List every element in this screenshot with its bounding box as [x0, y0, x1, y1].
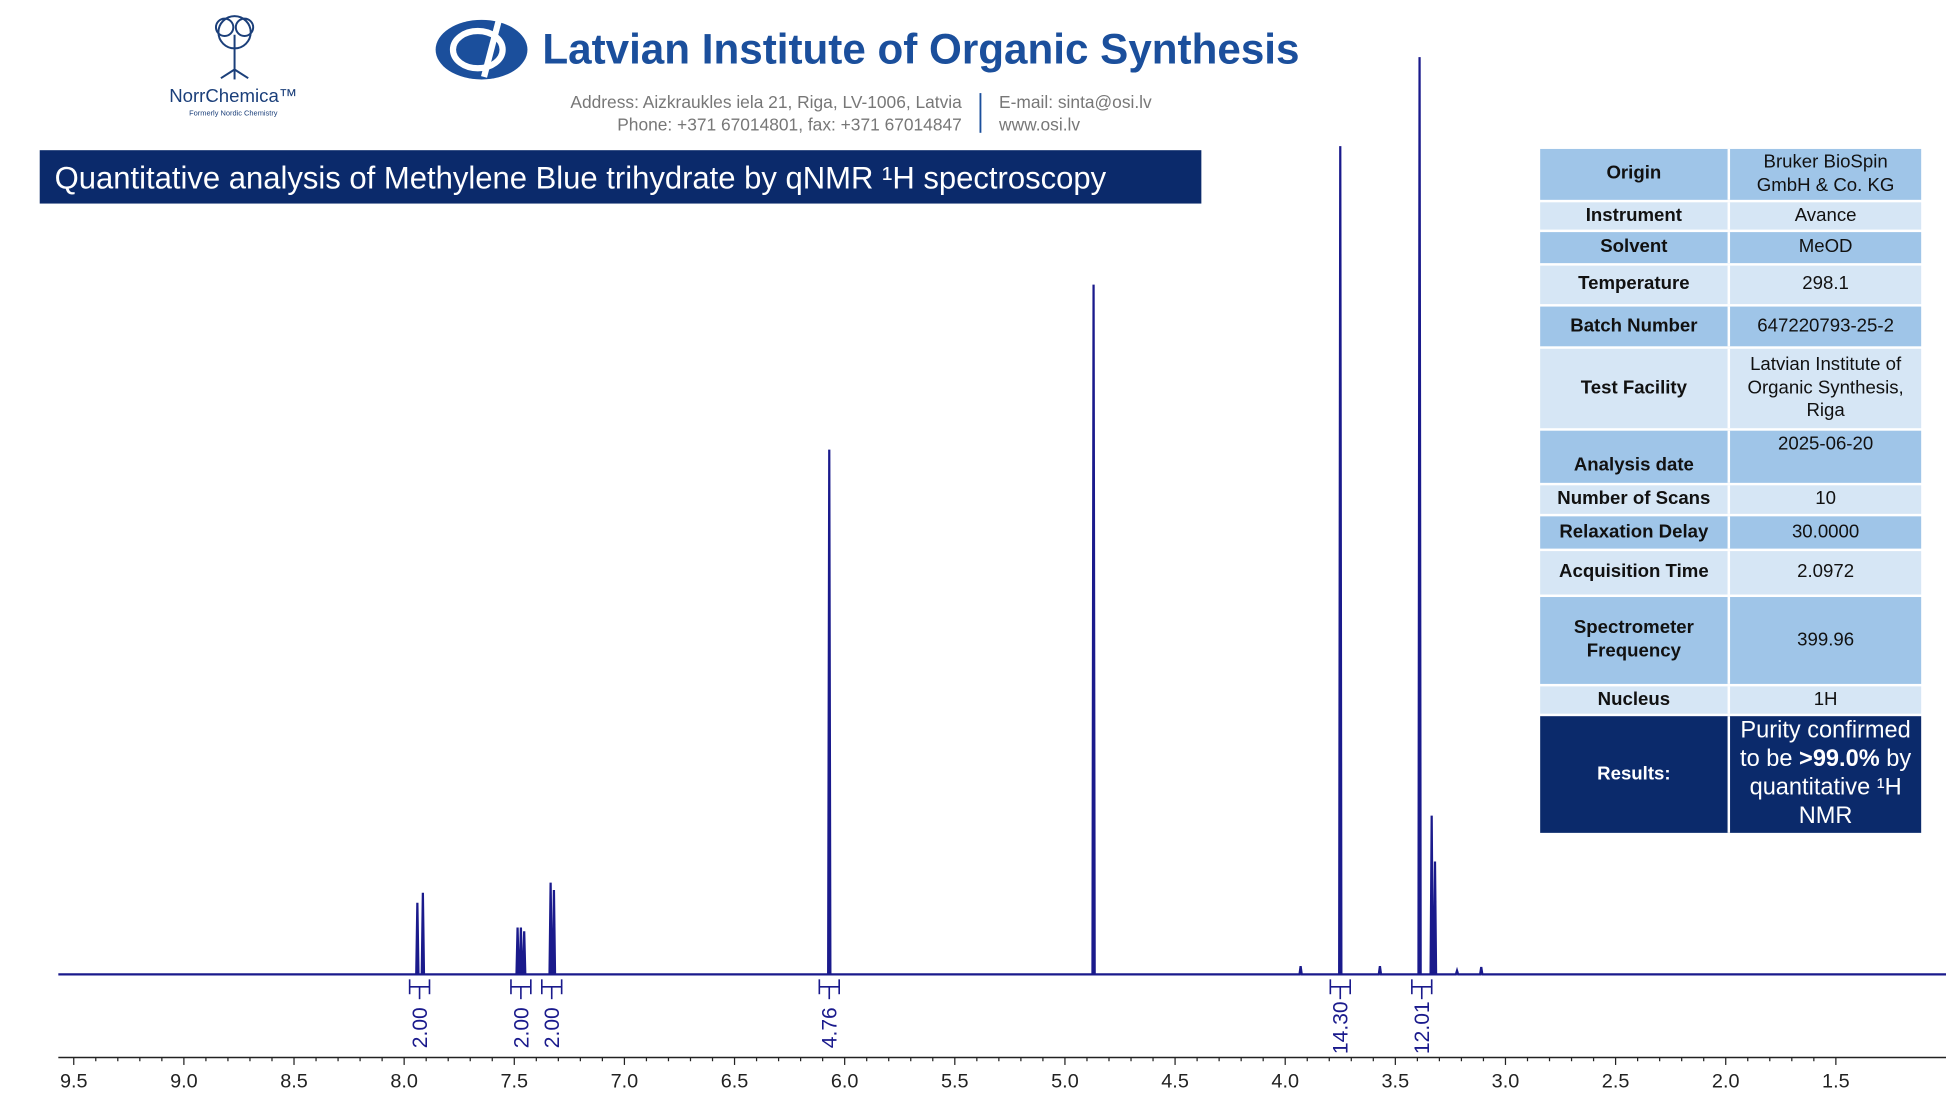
norrchemica-logo — [214, 15, 255, 80]
row-value: 1H — [1730, 686, 1922, 714]
x-tick-label: 4.0 — [1271, 1070, 1299, 1092]
table-row: Solvent MeOD — [1540, 232, 1922, 266]
row-value: Latvian Institute of Organic Synthesis, … — [1730, 348, 1922, 429]
results-value: Purity confirmed to be >99.0% by quantit… — [1730, 716, 1922, 833]
phone: Phone: +371 67014801, fax: +371 67014847 — [617, 114, 962, 134]
row-label: Batch Number — [1540, 306, 1731, 347]
integral — [1329, 979, 1352, 1000]
x-tick-label: 2.5 — [1602, 1070, 1630, 1092]
title-bar — [39, 150, 1202, 204]
row-label: Acquisition Time — [1540, 551, 1731, 595]
table-row: Acquisition Time 2.0972 — [1540, 551, 1922, 598]
x-tick-label: 6.0 — [831, 1070, 859, 1092]
table-row: Batch Number 647220793-25-2 — [1540, 306, 1922, 349]
table-row: Analysis date 2025-06-20 — [1540, 430, 1922, 486]
row-value: Avance — [1730, 202, 1922, 230]
results-text: Purity confirmed to be — [1740, 717, 1911, 773]
x-tick-label: 6.5 — [721, 1070, 749, 1092]
x-tick-label: 1.5 — [1822, 1070, 1850, 1092]
row-label: Relaxation Delay — [1540, 516, 1731, 549]
table-row: Temperature 298.1 — [1540, 265, 1922, 307]
row-label: Number of Scans — [1540, 485, 1731, 514]
x-tick-label: 3.5 — [1382, 1070, 1410, 1092]
row-value: 30.0000 — [1730, 516, 1922, 549]
row-value: MeOD — [1730, 232, 1922, 264]
integral-label: 2.00 — [510, 1007, 533, 1048]
integral — [818, 979, 840, 1000]
row-value: Bruker BioSpin GmbH & Co. KG — [1730, 148, 1922, 200]
row-label: Solvent — [1540, 232, 1731, 264]
row-value: 399.96 — [1730, 597, 1922, 684]
row-label: Spectrometer Frequency — [1540, 597, 1731, 684]
row-value: 2025-06-20 — [1730, 430, 1922, 483]
integral — [510, 979, 532, 1000]
row-value: 2.0972 — [1730, 551, 1922, 595]
x-tick-label: 5.0 — [1051, 1070, 1079, 1092]
x-tick-label: 3.0 — [1492, 1070, 1520, 1092]
x-tick-label: 2.0 — [1712, 1070, 1740, 1092]
table-row: Relaxation Delay 30.0000 — [1540, 516, 1922, 552]
row-label: Test Facility — [1540, 348, 1731, 429]
x-tick-label: 9.0 — [170, 1070, 198, 1092]
x-tick-label: 5.5 — [941, 1070, 969, 1092]
x-tick-label: 8.0 — [390, 1070, 418, 1092]
integral-label: 12.01 — [1411, 1001, 1434, 1054]
email: E-mail: sinta@osi.lv — [999, 92, 1152, 112]
row-label: Origin — [1540, 148, 1731, 200]
row-value: 10 — [1730, 485, 1922, 514]
integral — [1411, 979, 1433, 1000]
results-row: Results: Purity confirmed to be >99.0% by… — [1540, 716, 1922, 836]
table-row: Number of Scans 10 — [1540, 485, 1922, 517]
table-row: Instrument Avance — [1540, 202, 1922, 233]
table-row: Spectrometer Frequency 399.96 — [1540, 597, 1922, 687]
integral-label: 4.76 — [819, 1007, 842, 1048]
address: Address: Aizkraukles iela 21, Riga, LV-1… — [570, 92, 962, 112]
chart-title: Quantitative analysis of Methylene Blue … — [55, 161, 1107, 196]
integral-label: 14.30 — [1330, 1001, 1353, 1054]
website: www.osi.lv — [998, 114, 1080, 134]
row-value: 647220793-25-2 — [1730, 306, 1922, 347]
integral — [540, 979, 563, 1000]
results-text: by quantitative ¹H NMR — [1749, 746, 1912, 829]
results-label: Results: — [1540, 716, 1731, 833]
table-row: Test Facility Latvian Institute of Organi… — [1540, 348, 1922, 431]
institute-name: Latvian Institute of Organic Synthesis — [542, 25, 1299, 72]
info-table: Origin Bruker BioSpin GmbH & Co. KG Instru… — [1540, 148, 1922, 836]
row-label: Temperature — [1540, 265, 1731, 305]
row-label: Instrument — [1540, 202, 1731, 230]
results-highlight: >99.0% — [1799, 746, 1880, 773]
row-label: Nucleus — [1540, 686, 1731, 714]
row-label: Analysis date — [1540, 430, 1731, 483]
logo-subtitle: Formerly Nordic Chemistry — [189, 108, 278, 117]
x-tick-label: 9.5 — [60, 1070, 88, 1092]
logo-name: NorrChemica™ — [169, 85, 297, 106]
table-row: Nucleus 1H — [1540, 686, 1922, 717]
integral — [408, 979, 431, 1000]
x-tick-label: 4.5 — [1161, 1070, 1189, 1092]
institute-logo — [435, 19, 528, 80]
x-tick-label: 7.5 — [500, 1070, 528, 1092]
spectrum — [58, 57, 1946, 976]
results-text: Purity confirmed to be >99.0% by quantit… — [1735, 718, 1916, 831]
x-tick-label: 8.5 — [280, 1070, 308, 1092]
table-row: Origin Bruker BioSpin GmbH & Co. KG — [1540, 148, 1922, 203]
integral-label: 2.00 — [409, 1007, 432, 1048]
x-tick-label: 7.0 — [611, 1070, 639, 1092]
integral-label: 2.00 — [541, 1007, 564, 1048]
row-value: 298.1 — [1730, 265, 1922, 305]
